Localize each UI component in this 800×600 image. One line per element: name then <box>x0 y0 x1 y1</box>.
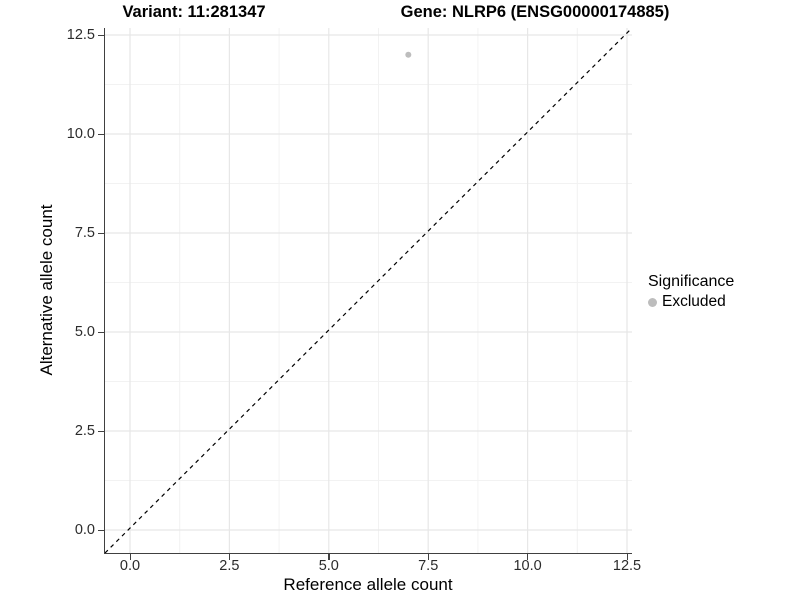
x-tick-mark <box>228 554 231 560</box>
scatter-plot-svg <box>104 27 633 554</box>
x-tick-label: 12.5 <box>612 558 642 574</box>
x-tick-label: 0.0 <box>119 558 141 574</box>
data-point-excluded <box>405 51 412 58</box>
variant-title: Variant: 11:281347 <box>122 3 266 21</box>
y-tick-label: 10.0 <box>66 126 95 142</box>
x-tick-mark <box>626 554 628 560</box>
x-tick-mark <box>527 554 529 560</box>
y-tick-label: 5.0 <box>74 324 95 340</box>
legend-title: Significance <box>648 273 735 290</box>
legend-item-label: Excluded <box>662 293 726 310</box>
x-tick-mark <box>129 554 131 560</box>
y-tick-label: 7.5 <box>74 225 95 241</box>
y-tick-label: 12.5 <box>66 27 95 43</box>
legend-item-excluded: Excluded <box>648 293 734 311</box>
y-tick-mark <box>98 430 104 432</box>
y-axis-line <box>104 28 106 554</box>
y-tick-mark <box>98 331 104 333</box>
x-axis-title: Reference allele count <box>283 575 453 594</box>
x-tick-mark <box>427 554 429 560</box>
y-tick-mark <box>98 232 104 234</box>
x-tick-label: 2.5 <box>219 558 240 574</box>
gene-title: Gene: NLRP6 (ENSG00000174885) <box>400 3 670 21</box>
excluded-point-icon <box>648 297 657 307</box>
x-tick-label: 7.5 <box>418 558 439 574</box>
plot-panel <box>104 27 633 554</box>
x-tick-mark <box>328 554 330 560</box>
legend: Significance Excluded <box>648 272 734 311</box>
y-tick-label: 0.0 <box>74 522 95 538</box>
x-tick-label: 5.0 <box>318 558 339 574</box>
y-axis-title: Alternative allele count <box>37 204 56 376</box>
x-tick-label: 10.0 <box>513 558 542 574</box>
y-tick-mark <box>98 133 104 135</box>
y-tick-mark <box>98 34 104 36</box>
x-axis-line <box>104 553 632 555</box>
identity-reference-line <box>104 27 633 554</box>
y-tick-label: 2.5 <box>74 423 95 439</box>
y-tick-mark <box>98 529 104 531</box>
